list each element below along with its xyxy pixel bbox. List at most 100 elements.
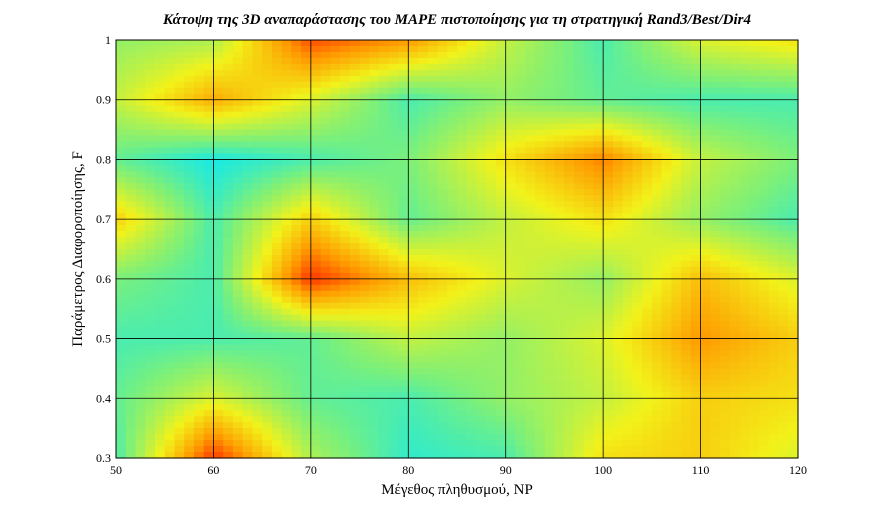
heatmap-cell [661,290,672,298]
heatmap-cell [495,362,507,370]
heatmap-cell [154,177,166,184]
heatmap-cell [193,237,205,244]
heatmap-cell [427,266,439,274]
heatmap-cell [447,147,458,155]
heatmap-cell [739,428,750,435]
heatmap-cell [534,254,546,262]
heatmap-cell [573,195,585,202]
heatmap-cell [544,362,556,370]
heatmap-cell [583,81,594,89]
heatmap-cell [281,141,292,149]
heatmap-cell [164,40,176,47]
heatmap-cell [651,165,663,172]
heatmap-cell [398,123,409,131]
heatmap-cell [486,237,497,244]
heatmap-cell [603,237,614,244]
heatmap-cell [369,278,380,286]
heatmap-cell [788,99,799,107]
heatmap-cell [291,326,302,334]
heatmap-cell [612,117,624,125]
heatmap-cell [310,344,322,352]
heatmap-cell [359,254,370,262]
heatmap-cell [164,344,176,352]
heatmap-cell [310,380,322,387]
heatmap-cell [320,207,331,214]
heatmap-cell [164,117,176,125]
heatmap-cell [554,117,565,125]
heatmap-cell [330,111,341,119]
heatmap-cell [476,159,487,166]
heatmap-cell [232,392,244,399]
heatmap-cell [457,135,468,143]
heatmap-cell [603,344,614,352]
heatmap-cell [612,260,624,268]
heatmap-cell [612,213,624,220]
heatmap-cell [320,386,331,393]
heatmap-cell [661,428,672,435]
heatmap-cell [710,207,721,214]
heatmap-cell [427,165,439,172]
heatmap-cell [281,45,292,53]
heatmap-cell [661,207,672,214]
heatmap-cell [778,153,789,161]
heatmap-cell [242,296,253,304]
heatmap-cell [369,123,380,131]
heatmap-cell [252,141,263,149]
heatmap-cell [564,416,575,423]
heatmap-cell [534,278,546,286]
heatmap-cell [466,123,478,131]
heatmap-cell [720,356,731,364]
heatmap-cell [593,63,604,71]
heatmap-cell [184,344,195,352]
heatmap-cell [349,290,361,298]
heatmap-cell [710,177,721,184]
heatmap-cell [437,266,448,274]
heatmap-cell [135,105,146,113]
heatmap-cell [554,129,565,137]
heatmap-cell [398,165,409,172]
heatmap-cell [622,380,633,387]
heatmap-cell [203,87,215,95]
heatmap-cell [174,183,185,190]
heatmap-cell [320,45,331,53]
heatmap-cell [612,254,624,262]
heatmap-cell [447,416,458,423]
heatmap-cell [340,284,351,292]
heatmap-cell [310,87,322,95]
heatmap-cell [242,159,253,166]
heatmap-cell [486,141,497,149]
heatmap-cell [525,344,536,352]
heatmap-cell [681,213,692,220]
heatmap-cell [681,446,692,453]
heatmap-cell [310,362,322,370]
heatmap-cell [330,284,341,292]
heatmap-cell [301,135,312,143]
heatmap-cell [681,237,692,244]
heatmap-cell [554,398,565,405]
heatmap-cell [593,332,604,340]
heatmap-cell [720,362,731,370]
heatmap-cell [398,189,409,196]
heatmap-cell [681,314,692,322]
heatmap-cell [262,237,273,244]
heatmap-cell [768,278,780,286]
heatmap-cell [340,225,351,232]
heatmap-cell [573,356,585,364]
heatmap-cell [612,177,624,184]
heatmap-cell [379,428,390,435]
heatmap-cell [145,266,156,274]
heatmap-cell [125,410,137,417]
heatmap-cell [281,249,292,256]
heatmap-cell [349,249,361,256]
heatmap-cell [184,446,195,453]
heatmap-cell [729,254,741,262]
heatmap-cell [593,183,604,190]
heatmap-cell [223,135,234,143]
heatmap-cell [359,302,370,310]
heatmap-cell [661,398,672,405]
heatmap-cell [427,452,439,459]
heatmap-cell [310,219,322,226]
heatmap-cell [427,350,439,358]
heatmap-cell [203,249,215,256]
heatmap-cell [369,45,380,53]
